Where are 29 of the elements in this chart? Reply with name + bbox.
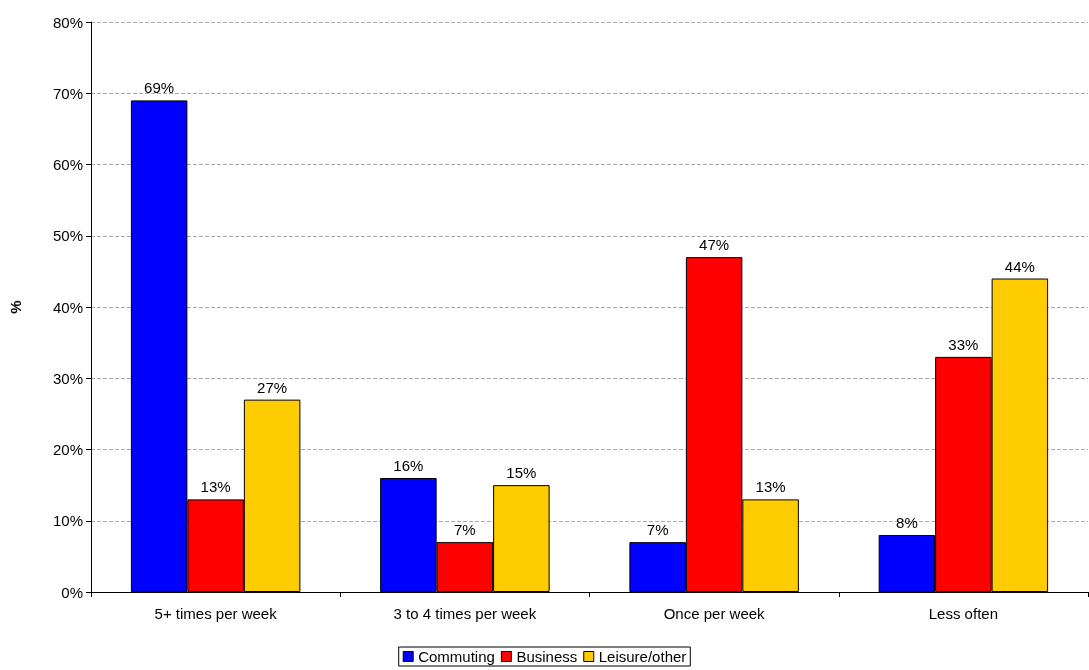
y-tick-label: 60% <box>52 156 83 173</box>
legend-label: Leisure/other <box>598 648 687 665</box>
data-label: 7% <box>646 521 669 539</box>
y-tick-label: 70% <box>52 84 83 102</box>
x-tick-label: Once per week <box>663 605 766 622</box>
y-axis-title: % <box>7 300 24 314</box>
data-label: 13% <box>200 478 231 496</box>
legend-label: Commuting <box>418 648 495 665</box>
data-label: 33% <box>948 335 979 353</box>
legend-label: Business <box>516 648 578 665</box>
data-label: 47% <box>699 236 730 254</box>
y-tick-label: 40% <box>52 298 83 316</box>
data-label: 16% <box>393 457 424 474</box>
y-tick-label: 0% <box>61 583 83 601</box>
data-label: 8% <box>896 514 918 531</box>
y-tick-label: 80% <box>52 13 83 31</box>
y-tick-label: 10% <box>52 512 83 530</box>
data-label: 13% <box>755 478 786 496</box>
y-tick-label: 50% <box>52 227 83 245</box>
data-label: 15% <box>506 464 537 482</box>
x-tick-label: 5+ times per week <box>154 605 278 622</box>
data-label: 44% <box>1004 257 1035 275</box>
data-label: 27% <box>257 378 288 396</box>
x-tick-label: 3 to 4 times per week <box>393 605 537 622</box>
data-label: 69% <box>144 79 175 97</box>
data-label: 7% <box>454 521 476 539</box>
x-tick-label: Less often <box>928 605 998 622</box>
y-tick-label: 30% <box>52 369 83 387</box>
y-tick-label: 20% <box>52 441 83 458</box>
